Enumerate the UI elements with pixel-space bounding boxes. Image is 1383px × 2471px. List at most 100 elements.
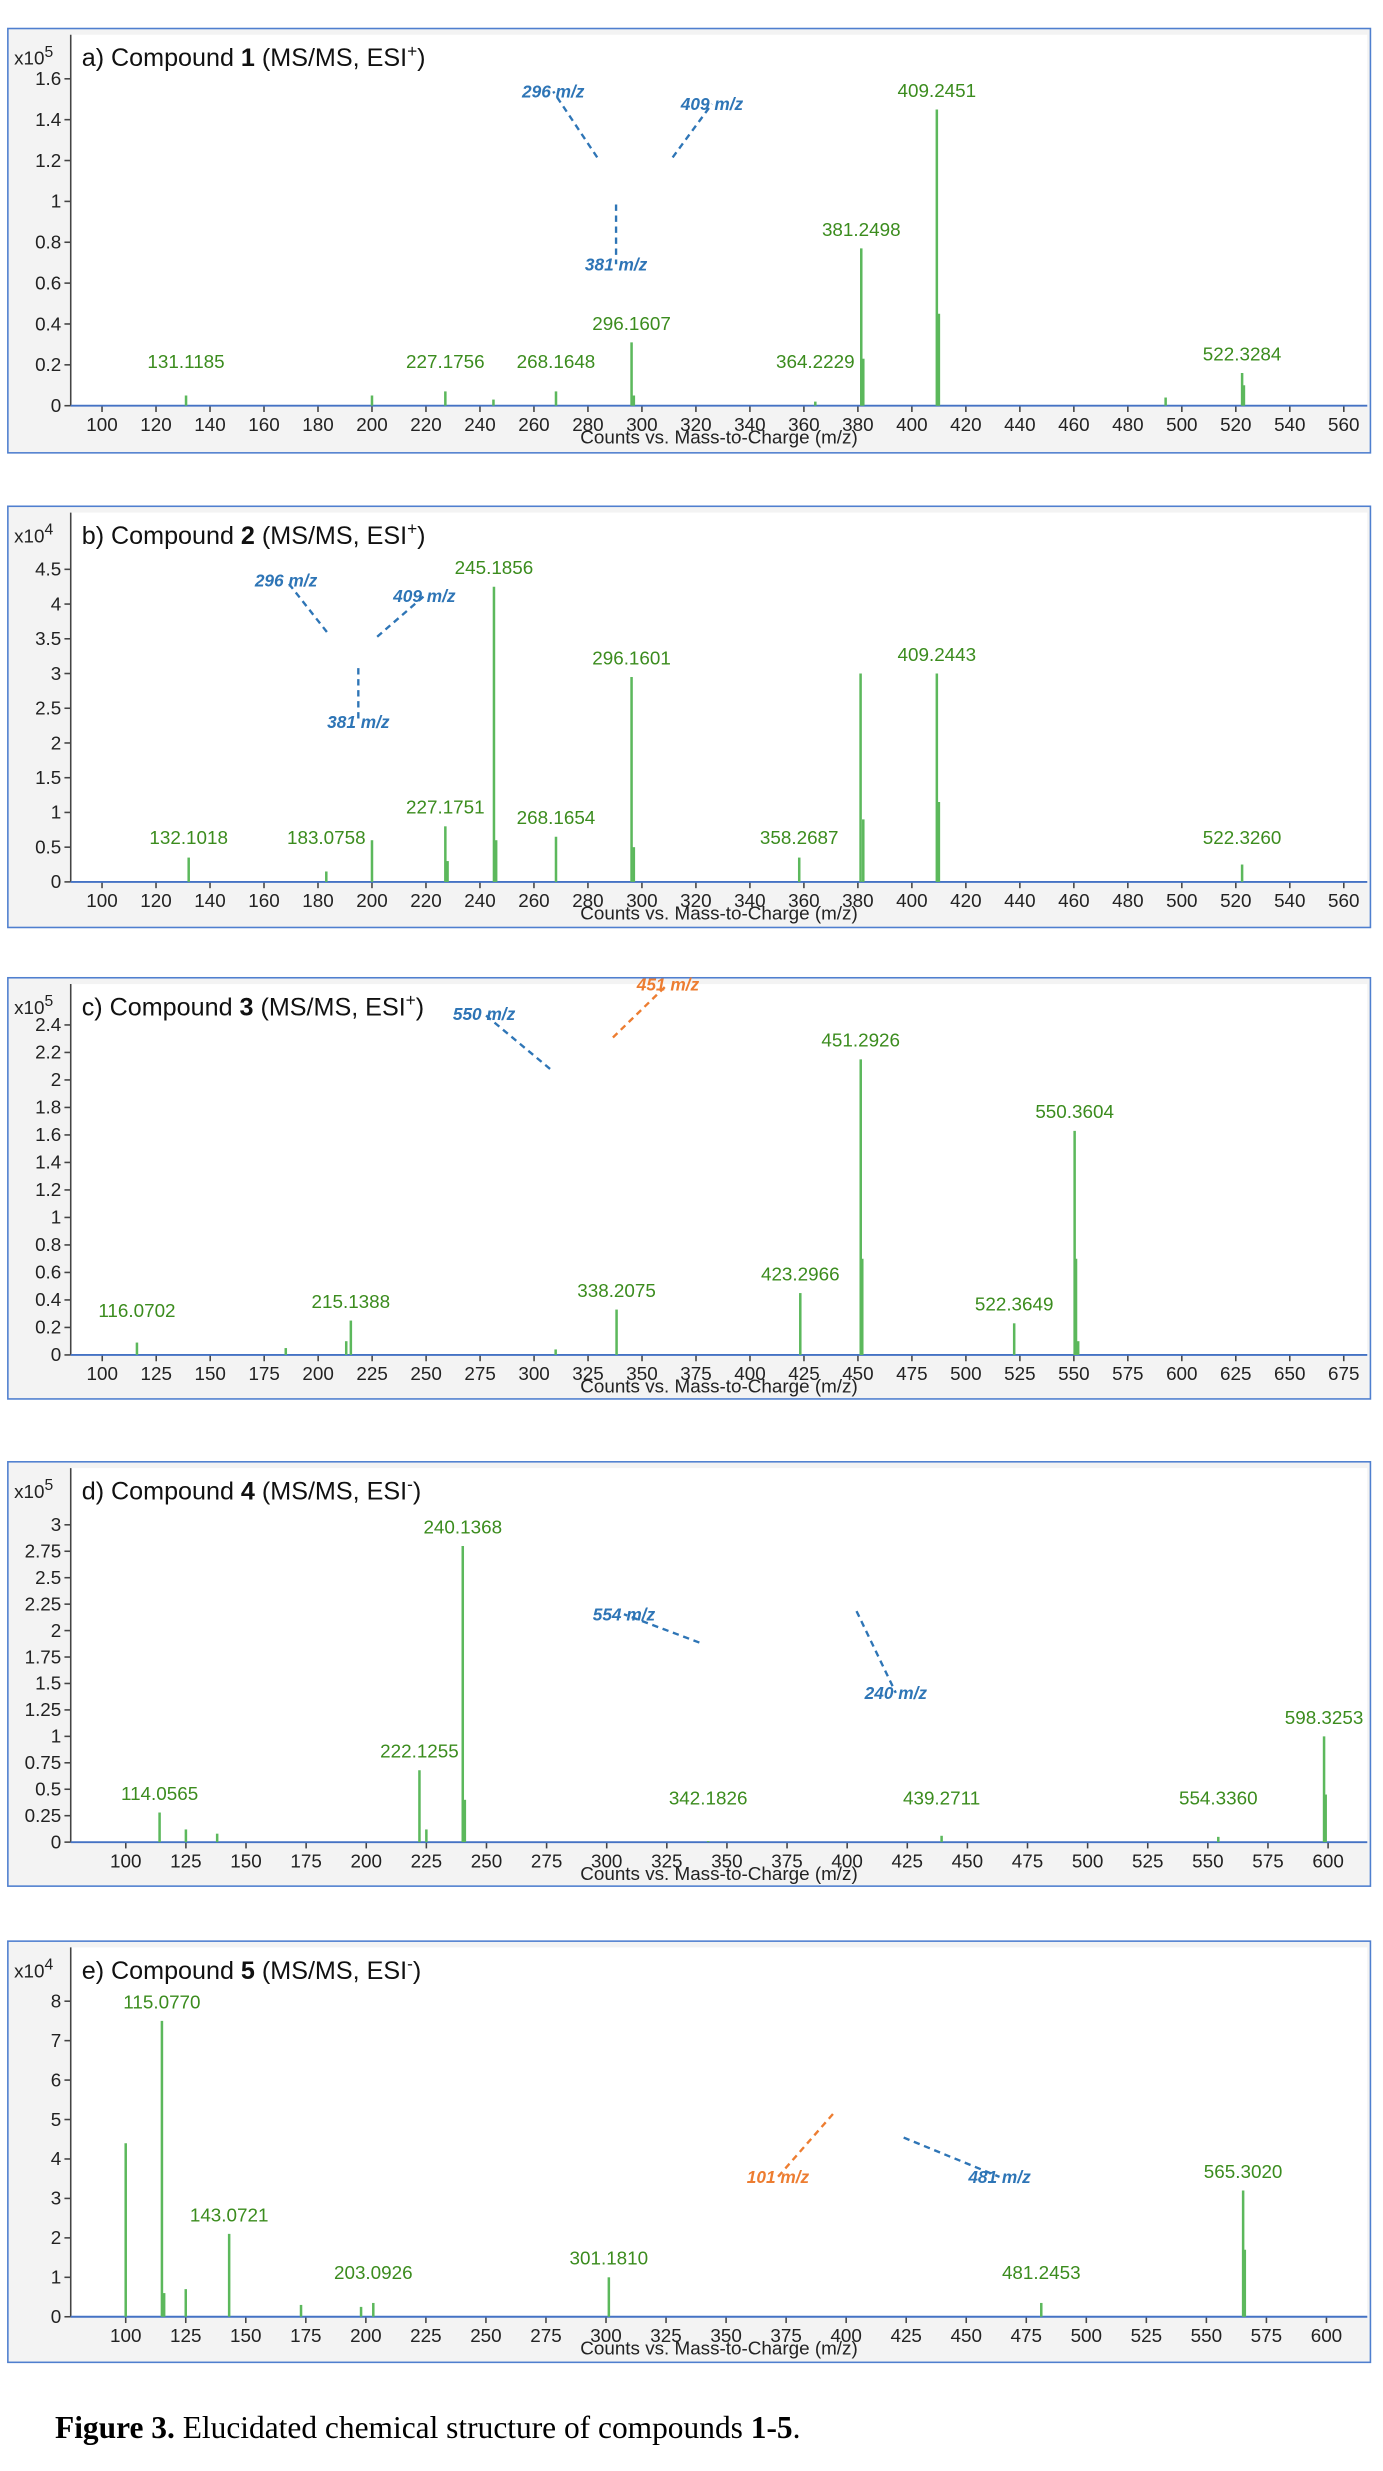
peak-label: 439.2711 [903,1787,980,1808]
plot-area [70,984,1368,1355]
y-tick-label: 1.4 [35,1152,61,1173]
x-tick-label: 380 [842,414,873,435]
x-tick-label: 300 [591,1850,622,1871]
x-tick-label: 120 [140,414,171,435]
x-tick-label: 525 [1132,1850,1163,1871]
title-charge: + [406,990,416,1010]
y-tick-label: 1 [51,191,61,212]
title-number: 4 [241,1478,255,1506]
chart-title: d) Compound 4 (MS/MS, ESI-) [82,1474,422,1505]
y-tick-label: 0.5 [35,1779,61,1800]
y-tick-label: 0.75 [25,1752,62,1773]
spectrum-panel: 0 0.2 0.4 0.6 0.8 1 1.2 1.4 1.6 1.8 2 2.2 2.4 100 125 1… [7,974,1372,1400]
scale-exponent: 5 [45,993,54,1010]
y-tick-label: 0.2 [35,1317,61,1338]
caption-range: 1-5 [751,2410,793,2445]
y-tick-label: 5 [51,2109,61,2130]
x-tick-label: 480 [1112,414,1143,435]
fragment-label: 296 m/z [254,570,318,590]
title-number: 1 [241,44,255,72]
fragment-arrow [612,983,669,1039]
x-tick-label: 280 [572,890,603,911]
x-tick-label: 375 [771,1850,802,1871]
peak-label: 227.1756 [406,351,485,372]
x-tick-label: 125 [170,2325,201,2346]
title-number: 2 [241,522,255,550]
y-tick-label: 0 [51,871,61,892]
y-tick-label: 3 [51,1514,61,1535]
x-tick-label: 125 [140,1363,171,1384]
y-tick-label: 1.4 [35,109,61,130]
y-tick-label: 0.6 [35,1262,61,1283]
y-tick-label: 4 [51,2148,61,2169]
x-tick-label: 200 [302,1363,333,1384]
fragment-label: 296 m/z [521,82,585,102]
title-mode: (MS/MS, ESI [255,44,407,72]
x-tick-label: 380 [842,890,873,911]
peak-label: 296.1607 [592,313,671,334]
y-tick-label: 1.8 [35,1097,61,1118]
fragment-arrow [623,1613,700,1644]
x-tick-label: 250 [410,1363,441,1384]
y-tick-label: 3.5 [35,628,61,649]
peak-label: 296.1601 [592,647,671,668]
scale-base: x10 [14,1960,44,1981]
fragment-arrow [855,1610,897,1694]
x-tick-label: 125 [170,1850,201,1871]
y-tick-label: 4.5 [35,559,61,580]
x-tick-label: 475 [1012,1850,1043,1871]
peak-label: 131.1185 [147,351,224,372]
x-tick-label: 600 [1312,1850,1343,1871]
x-tick-label: 420 [950,890,981,911]
y-tick-label: 4 [51,593,61,614]
fragment-label: 409 m/z [392,586,456,606]
x-tick-label: 150 [230,2325,261,2346]
x-tick-label: 350 [710,2325,741,2346]
y-tick-label: 0 [51,1831,61,1852]
y-tick-label: 2.2 [35,1042,61,1063]
x-tick-label: 575 [1112,1363,1143,1384]
x-tick-label: 500 [1166,890,1197,911]
title-suffix: ) [417,44,425,72]
peak-label: 522.3284 [1203,343,1282,364]
x-tick-label: 325 [650,2325,681,2346]
x-tick-label: 400 [830,2325,861,2346]
x-tick-label: 550 [1058,1363,1089,1384]
y-tick-label: 0 [51,2306,61,2327]
fragment-label: 381 m/z [327,712,390,732]
peak-label: 301.1810 [570,2248,649,2269]
chart-title: e) Compound 5 (MS/MS, ESI-) [82,1953,422,1984]
x-tick-label: 420 [950,414,981,435]
x-tick-label: 500 [950,1363,981,1384]
y-tick-label: 1 [51,1207,61,1228]
y-tick-label: 7 [51,2030,61,2051]
y-tick-label: 3 [51,663,61,684]
peak-label: 215.1388 [312,1291,391,1312]
y-tick-label: 0 [51,395,61,416]
fragment-label: 451 m/z [636,974,700,994]
x-tick-label: 425 [788,1363,819,1384]
x-tick-label: 250 [471,1850,502,1871]
x-tick-label: 400 [831,1850,862,1871]
peak-label: 114.0565 [121,1783,198,1804]
x-tick-label: 160 [248,414,279,435]
x-tick-label: 225 [410,2325,441,2346]
x-tick-label: 600 [1166,1363,1197,1384]
x-tick-label: 200 [356,414,387,435]
x-tick-label: 240 [464,414,495,435]
x-tick-label: 300 [626,890,657,911]
y-tick-label: 1.6 [35,1124,61,1145]
scale-exponent: 4 [45,1956,54,1973]
x-axis-label: Counts vs. Mass-to-Charge (m/z) [580,1863,858,1884]
peak-label: 132.1018 [149,827,228,848]
x-tick-label: 650 [1274,1363,1305,1384]
x-tick-label: 350 [626,1363,657,1384]
peak-label: 222.1255 [380,1741,459,1762]
fragment-label: 101 m/z [747,2167,810,2187]
x-tick-label: 560 [1328,890,1359,911]
peak-label: 522.3260 [1203,827,1282,848]
x-tick-label: 100 [86,890,117,911]
x-tick-label: 340 [734,890,765,911]
x-tick-label: 600 [1311,2325,1342,2346]
